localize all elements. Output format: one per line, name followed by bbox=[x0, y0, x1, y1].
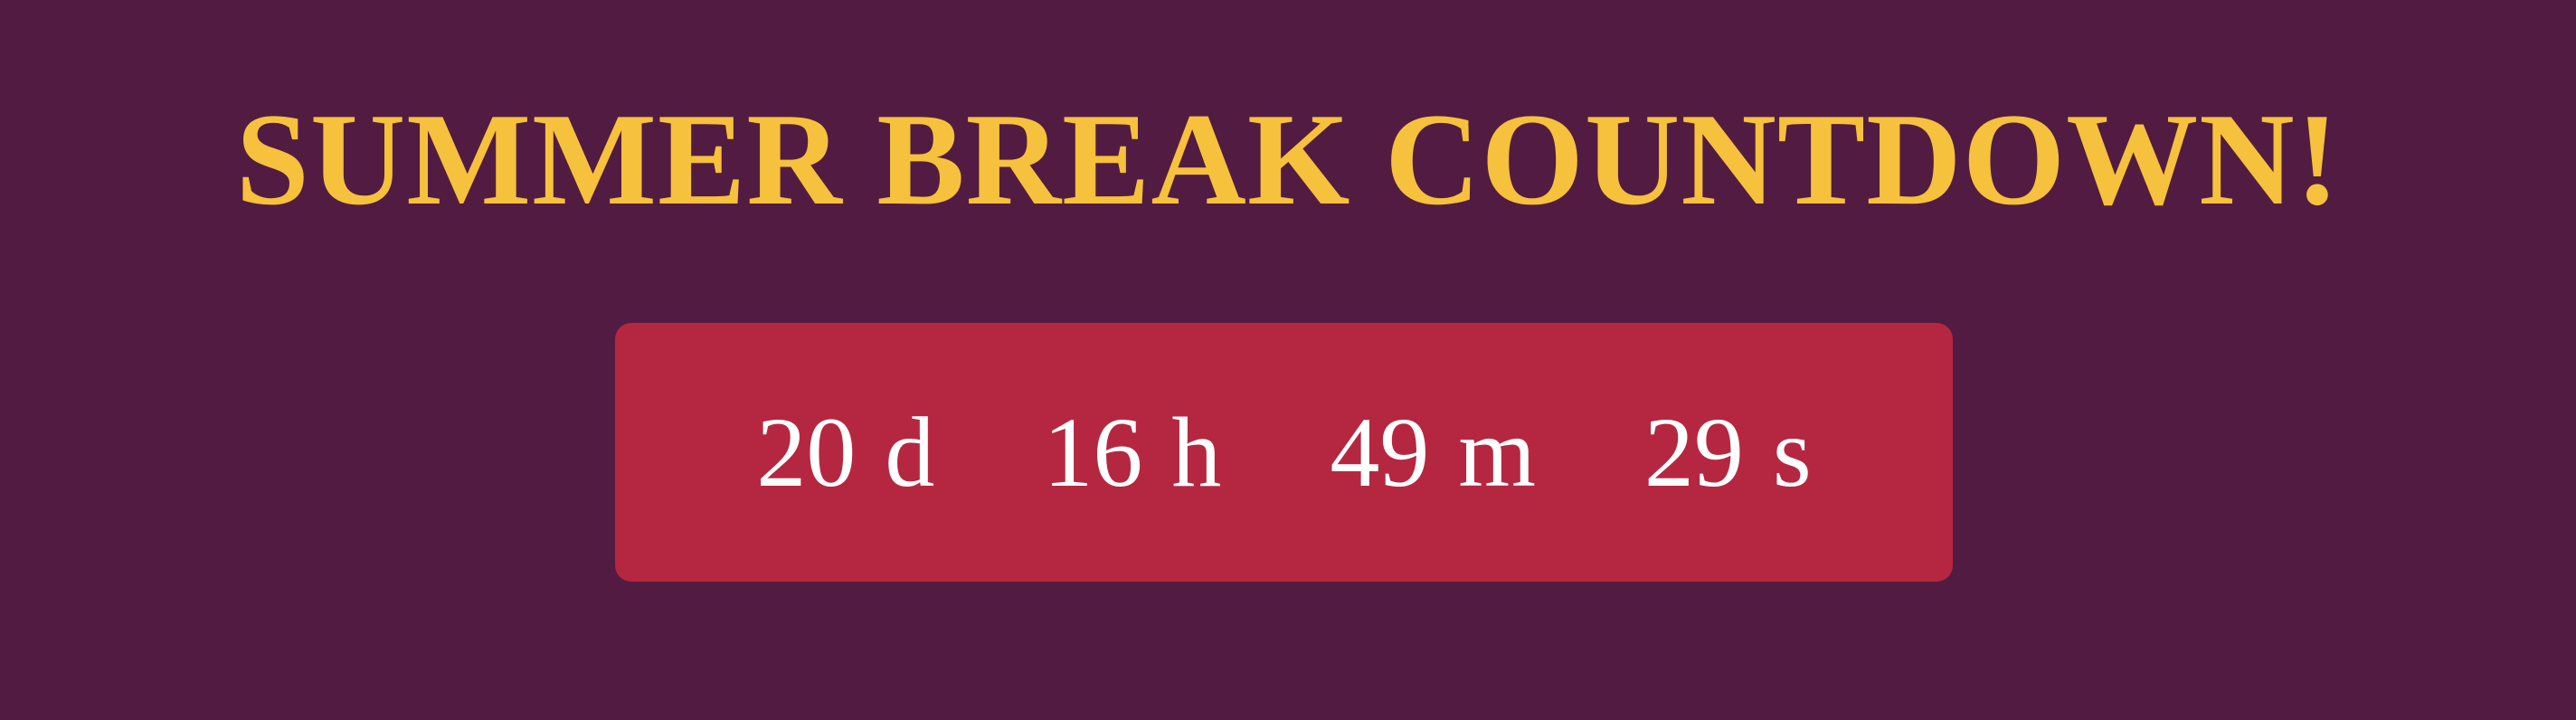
countdown-panel: 20 d 16 h 49 m 29 s bbox=[615, 323, 1953, 582]
countdown-seconds: 29 s bbox=[1644, 403, 1812, 502]
page-title: SUMMER BREAK COUNTDOWN! bbox=[235, 86, 2341, 232]
countdown-minutes: 49 m bbox=[1330, 403, 1536, 502]
hours-unit-label: h bbox=[1171, 397, 1222, 507]
seconds-value: 29 bbox=[1643, 397, 1744, 507]
countdown-days: 20 d bbox=[756, 403, 934, 502]
minutes-value: 49 bbox=[1330, 397, 1430, 507]
countdown-hours: 16 h bbox=[1043, 403, 1221, 502]
hours-value: 16 bbox=[1043, 397, 1143, 507]
seconds-unit-label: s bbox=[1772, 397, 1812, 507]
days-unit-label: d bbox=[885, 397, 935, 507]
days-value: 20 bbox=[756, 397, 857, 507]
minutes-unit-label: m bbox=[1458, 397, 1536, 507]
